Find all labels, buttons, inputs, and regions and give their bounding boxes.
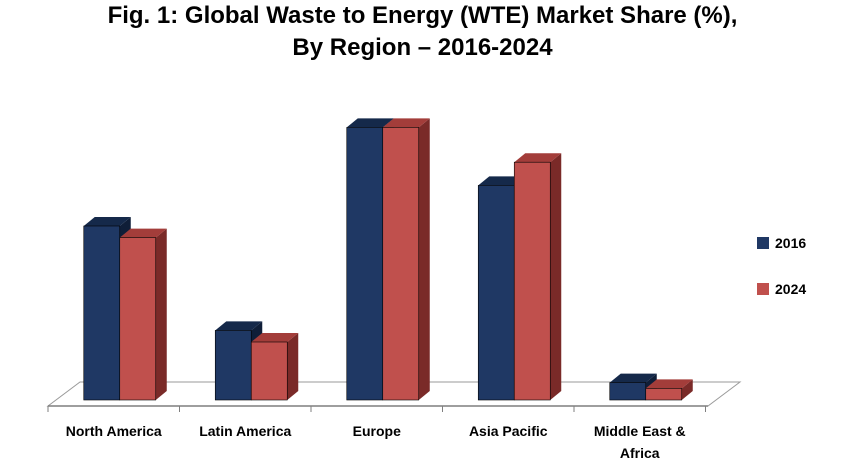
bar-side-face	[550, 153, 562, 400]
bar-front-face	[645, 388, 683, 401]
bar-2024-middle-east-africa	[645, 379, 693, 401]
bar-side-face	[155, 228, 167, 400]
bar-top-face	[119, 228, 167, 238]
bar-front-face	[83, 225, 121, 401]
legend-item-2024: 2024	[757, 281, 806, 297]
chart-title-line-2: By Region – 2016-2024	[292, 34, 553, 61]
bar-top-face	[215, 321, 263, 331]
bar-front-face	[250, 341, 288, 401]
category-label: North America	[66, 423, 162, 439]
category-label: Europe	[353, 423, 401, 439]
category-label: Asia Pacific	[469, 423, 548, 439]
category-labels: North America Latin America Europe Asia Pac…	[66, 423, 686, 458]
bar-top-face	[382, 118, 430, 128]
bar-front-face	[477, 185, 515, 401]
bar-side-face	[418, 118, 430, 401]
bar-2024-north-america	[119, 228, 167, 401]
legend-item-2016: 2016	[757, 235, 806, 251]
category-label: Latin America	[199, 423, 291, 439]
bar-top-face	[83, 217, 131, 226]
bar-front-face	[119, 237, 157, 401]
bar-side-face	[681, 379, 693, 400]
category-label: Middle East & Africa	[594, 423, 686, 458]
chart-title-line-1: Fig. 1: Global Waste to Energy (WTE) Mar…	[107, 2, 738, 29]
legend-label: 2016	[775, 235, 806, 251]
legend: 2016 2024	[757, 235, 806, 297]
bar-series-group	[83, 118, 693, 401]
bar-front-face	[346, 127, 384, 401]
bar-front-face	[382, 127, 420, 401]
bar-side-face	[287, 333, 299, 400]
legend-swatch	[757, 237, 769, 249]
legend-label: 2024	[775, 281, 806, 297]
chart-title: Fig. 1: Global Waste to Energy (WTE) Mar…	[0, 0, 845, 64]
bar-front-face	[609, 382, 647, 401]
legend-swatch	[757, 283, 769, 295]
bar-2024-latin-america	[250, 333, 299, 401]
bar-front-face	[214, 330, 252, 401]
bar-top-face	[609, 373, 657, 383]
bar-front-face	[513, 161, 551, 401]
bar-top-face	[514, 153, 562, 163]
bar-2024-asia-pacific	[513, 153, 562, 401]
bar-2024-europe	[382, 118, 430, 401]
bar-top-face	[251, 333, 299, 342]
bar-top-face	[346, 118, 394, 128]
bar-top-face	[645, 379, 693, 389]
bar-top-face	[478, 176, 526, 186]
